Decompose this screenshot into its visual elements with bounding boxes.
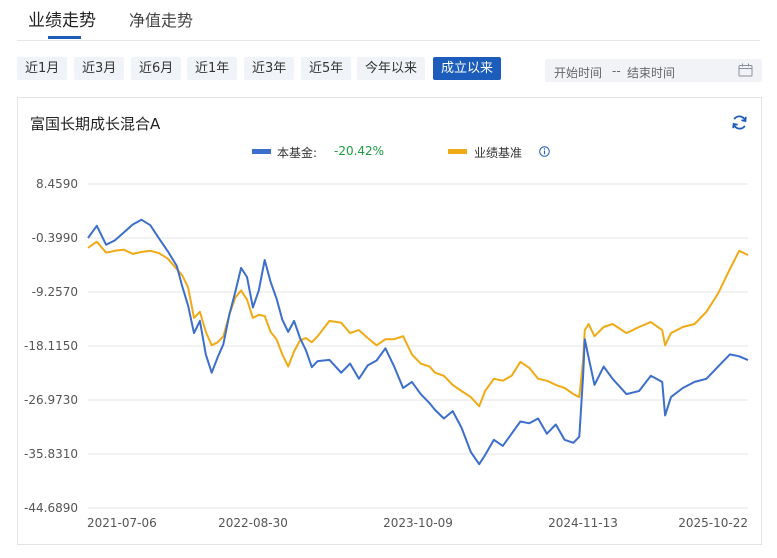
x-tick-label: 2025-10-22: [678, 516, 748, 530]
legend-fund-value: -20.42%: [334, 144, 385, 158]
x-axis-labels: 2021-07-06 2022-08-30 2023-10-09 2024-11-13…: [87, 516, 748, 530]
refresh-icon[interactable]: [731, 114, 748, 131]
y-tick-label: -35.8310: [24, 447, 78, 461]
tab-nav[interactable]: 净值走势: [129, 11, 194, 30]
legend-benchmark-swatch: [448, 149, 467, 154]
x-tick-label: 2024-11-13: [548, 516, 618, 530]
range-button-since-inception[interactable]: 成立以来: [433, 57, 502, 80]
x-tick-label: 2023-10-09: [383, 516, 453, 530]
range-button-3y[interactable]: 近3年: [244, 57, 295, 80]
tab-divider: [17, 40, 760, 41]
range-button-1m[interactable]: 近1月: [17, 57, 68, 80]
end-date-input[interactable]: 结束时间: [627, 66, 676, 80]
range-button-5y[interactable]: 近5年: [301, 57, 352, 80]
range-button-1y[interactable]: 近1年: [187, 57, 238, 80]
date-range-picker[interactable]: 开始时间 -- 结束时间: [545, 59, 762, 82]
y-tick-label: 8.4590: [36, 177, 78, 191]
range-button-ytd[interactable]: 今年以来: [357, 57, 426, 80]
x-tick-label: 2021-07-06: [87, 516, 157, 530]
range-button-6m[interactable]: 近6月: [131, 57, 182, 80]
x-tick-label: 2022-08-30: [218, 516, 288, 530]
info-icon[interactable]: [539, 146, 550, 157]
y-tick-label: -9.2570: [32, 285, 78, 299]
fund-series-line: [87, 218, 749, 466]
tab-bar: 业绩走势 净值走势: [0, 0, 777, 41]
fund-name: 富国长期成长混合A: [30, 115, 161, 133]
start-date-input[interactable]: 开始时间: [554, 66, 603, 80]
y-tick-label: -44.6890: [24, 501, 78, 515]
date-separator: --: [612, 64, 621, 78]
benchmark-series-line: [87, 240, 749, 408]
y-tick-label: -18.1150: [24, 339, 78, 353]
active-tab-indicator: [48, 36, 81, 39]
tab-performance[interactable]: 业绩走势: [28, 11, 96, 31]
legend-fund-swatch: [252, 149, 271, 154]
y-tick-label: -26.9730: [24, 393, 78, 407]
chart-card: [17, 97, 762, 545]
y-axis-labels: 8.4590 -0.3990 -9.2570 -18.1150 -26.9730 -35.…: [24, 177, 78, 515]
legend-benchmark-label: 业绩基准: [474, 146, 523, 160]
calendar-icon[interactable]: [738, 63, 753, 77]
series-lines: [87, 218, 749, 466]
chart-grid: [88, 183, 748, 509]
range-button-3m[interactable]: 近3月: [74, 57, 125, 80]
legend-fund-label: 本基金:: [277, 146, 318, 160]
y-tick-label: -0.3990: [32, 231, 78, 245]
